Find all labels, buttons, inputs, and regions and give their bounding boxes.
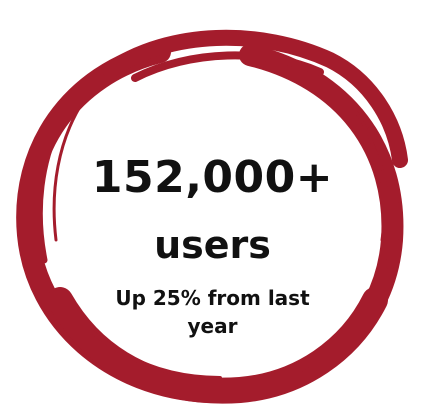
brush-stroke-left-wisp <box>35 114 66 264</box>
brush-stroke-left-thin <box>52 98 86 242</box>
stat-caption: Up 25% from last year <box>115 286 310 338</box>
stat-unit: users <box>154 223 271 267</box>
brush-stroke-bottom <box>47 287 388 404</box>
brush-stroke-top-inner <box>131 51 324 82</box>
brush-stroke-inner-arc <box>88 328 222 380</box>
brush-stroke-inner-arc-right <box>297 282 377 373</box>
brush-stroke-right-wisp <box>367 125 400 270</box>
stat-number: 152,000+ <box>91 152 334 203</box>
brush-stroke-right-thin <box>353 108 386 242</box>
brush-stroke-top <box>102 29 408 168</box>
